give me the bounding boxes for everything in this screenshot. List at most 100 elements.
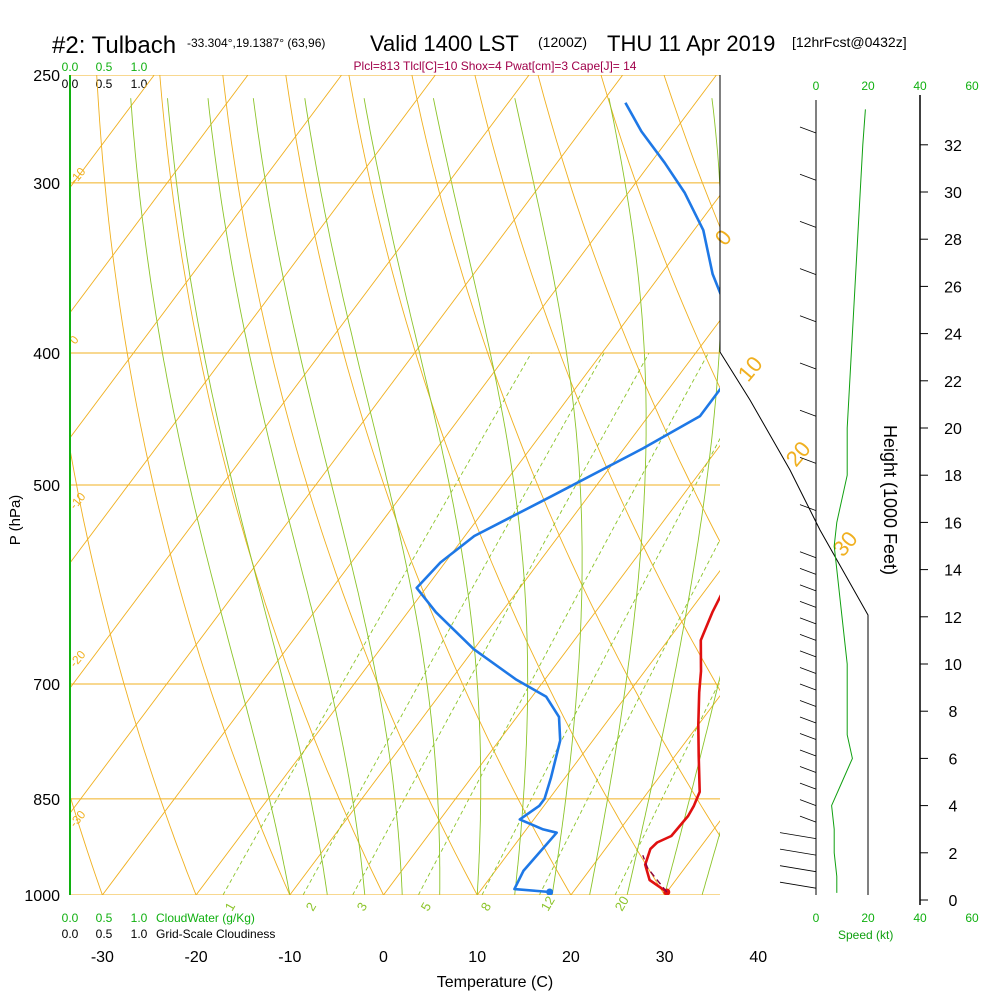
valid-date: THU 11 Apr 2019 bbox=[607, 31, 775, 56]
isotherm-line bbox=[852, 75, 1000, 895]
dry-adiabat-line bbox=[96, 75, 291, 895]
moist-adiabat-line bbox=[664, 675, 720, 895]
sounding-series bbox=[415, 102, 720, 895]
moist-label: 12 bbox=[538, 893, 558, 913]
moist-adiabat-line bbox=[701, 831, 720, 895]
cloud-tick: 0.5 bbox=[96, 911, 113, 925]
height-tick-label: 4 bbox=[949, 799, 958, 816]
mixing-ratio-line bbox=[222, 352, 532, 895]
height-tick-label: 10 bbox=[944, 657, 962, 674]
wind-barb bbox=[799, 733, 817, 740]
wind-barb bbox=[799, 667, 817, 674]
chart-coords: -33.304°,19.1387° (63,96) bbox=[187, 36, 325, 50]
moist-label: 5 bbox=[418, 900, 435, 914]
wind-barb bbox=[799, 567, 817, 575]
cloud-tick: 1.0 bbox=[131, 927, 148, 941]
height-tick-label: 28 bbox=[944, 232, 962, 249]
wind-barb bbox=[799, 551, 817, 559]
temperature-tick-label: 30 bbox=[656, 949, 674, 966]
wind-barb bbox=[799, 634, 817, 641]
speed-tick-top: 0 bbox=[813, 79, 820, 93]
isotherm-line bbox=[70, 75, 249, 314]
cloud-tick: 0.0 bbox=[62, 927, 79, 941]
speed-tick-bottom: 20 bbox=[861, 911, 875, 925]
dewpoint-line bbox=[415, 102, 720, 894]
wind-barb bbox=[799, 716, 817, 724]
pressure-tick-label: 850 bbox=[33, 792, 60, 809]
wind-barb bbox=[799, 700, 817, 707]
temperature-tick-label: 0 bbox=[379, 949, 388, 966]
wind-barb bbox=[779, 865, 817, 873]
cloud-tick: 0.0 bbox=[62, 60, 79, 74]
moist-adiabat-line bbox=[130, 98, 291, 895]
forecast-info: [12hrFcst@0432z] bbox=[792, 34, 907, 50]
moist-adiabat-line bbox=[589, 98, 647, 895]
cloud-tick: 0.5 bbox=[96, 927, 113, 941]
cloud-tick: 1.0 bbox=[131, 911, 148, 925]
wind-barb bbox=[799, 173, 817, 181]
moist-adiabat-line bbox=[167, 98, 328, 895]
dewpoint-surface-dot bbox=[546, 888, 554, 895]
moist-adiabat-line bbox=[363, 98, 482, 895]
height-tick-label: 0 bbox=[949, 893, 958, 910]
wind-barb bbox=[799, 221, 817, 228]
cloud-tick: 1.0 bbox=[131, 60, 148, 74]
dry-adiabat-line bbox=[70, 446, 197, 895]
height-tick-label: 14 bbox=[944, 563, 962, 580]
cloudiness-ticks-bottom: 0.0 0.5 1.0 bbox=[62, 927, 148, 941]
wind-barb bbox=[799, 782, 817, 790]
parcel-line bbox=[642, 854, 668, 893]
wind-barb bbox=[799, 409, 817, 417]
moist-adiabat-line bbox=[252, 98, 403, 895]
temperature-line bbox=[643, 594, 720, 894]
speed-tick-top: 60 bbox=[965, 79, 979, 93]
cloud-tick: 0.5 bbox=[96, 77, 113, 91]
dry-adiabat-line bbox=[70, 794, 103, 895]
wind-barb bbox=[799, 457, 817, 464]
cloudiness-label: Grid-Scale Cloudiness bbox=[156, 927, 275, 941]
cloud-tick: 0.5 bbox=[96, 60, 113, 74]
height-tick-label: 2 bbox=[949, 846, 958, 863]
speed-tick-bottom: 40 bbox=[913, 911, 927, 925]
mixing-ratio-line bbox=[302, 352, 605, 895]
cloudwater-label: CloudWater (g/Kg) bbox=[156, 911, 255, 925]
wind-barb bbox=[799, 126, 817, 134]
moist-label: 2 bbox=[303, 900, 320, 914]
height-tick-label: 16 bbox=[944, 515, 962, 532]
height-tick-label: 32 bbox=[944, 138, 962, 155]
height-axis-label: Height (1000 Feet) bbox=[880, 425, 900, 575]
temperature-tick-label: 40 bbox=[749, 949, 767, 966]
height-tick-label: 26 bbox=[944, 279, 962, 296]
wind-barb bbox=[799, 766, 817, 773]
pressure-tick-label: 400 bbox=[33, 346, 60, 363]
wind-barb bbox=[779, 881, 817, 889]
wind-barb bbox=[799, 650, 817, 658]
moist-adiabat-line bbox=[514, 98, 583, 895]
height-tick-label: 18 bbox=[944, 468, 962, 485]
temperature-tick-label: 10 bbox=[468, 949, 486, 966]
wind-barb bbox=[799, 799, 817, 806]
zulu-time: (1200Z) bbox=[538, 34, 587, 50]
height-tick-label: 24 bbox=[944, 327, 962, 344]
height-tick-label: 12 bbox=[944, 610, 962, 627]
speed-tick-bottom: 60 bbox=[965, 911, 979, 925]
moist-adiabat-line bbox=[304, 98, 441, 895]
pressure-tick-label: 250 bbox=[33, 68, 60, 85]
cloudiness-ticks-top: 0.00.51.0 bbox=[62, 77, 148, 91]
moist-adiabat-line bbox=[626, 98, 720, 895]
isotherm-label: 30 bbox=[828, 526, 863, 561]
wind-barb bbox=[799, 362, 817, 370]
chart-title: #2: Tulbach bbox=[52, 32, 176, 59]
speed-axis-label: Speed (kt) bbox=[838, 928, 893, 942]
wind-barb bbox=[799, 815, 817, 823]
wind-barb bbox=[799, 315, 817, 323]
temperature-tick-label: 20 bbox=[562, 949, 580, 966]
y-axis-label: P (hPa) bbox=[7, 495, 24, 546]
dry-adiabat-line bbox=[979, 75, 1000, 895]
cloud-tick: 0.0 bbox=[62, 911, 79, 925]
wind-barb bbox=[799, 504, 817, 511]
isobars bbox=[70, 75, 720, 895]
